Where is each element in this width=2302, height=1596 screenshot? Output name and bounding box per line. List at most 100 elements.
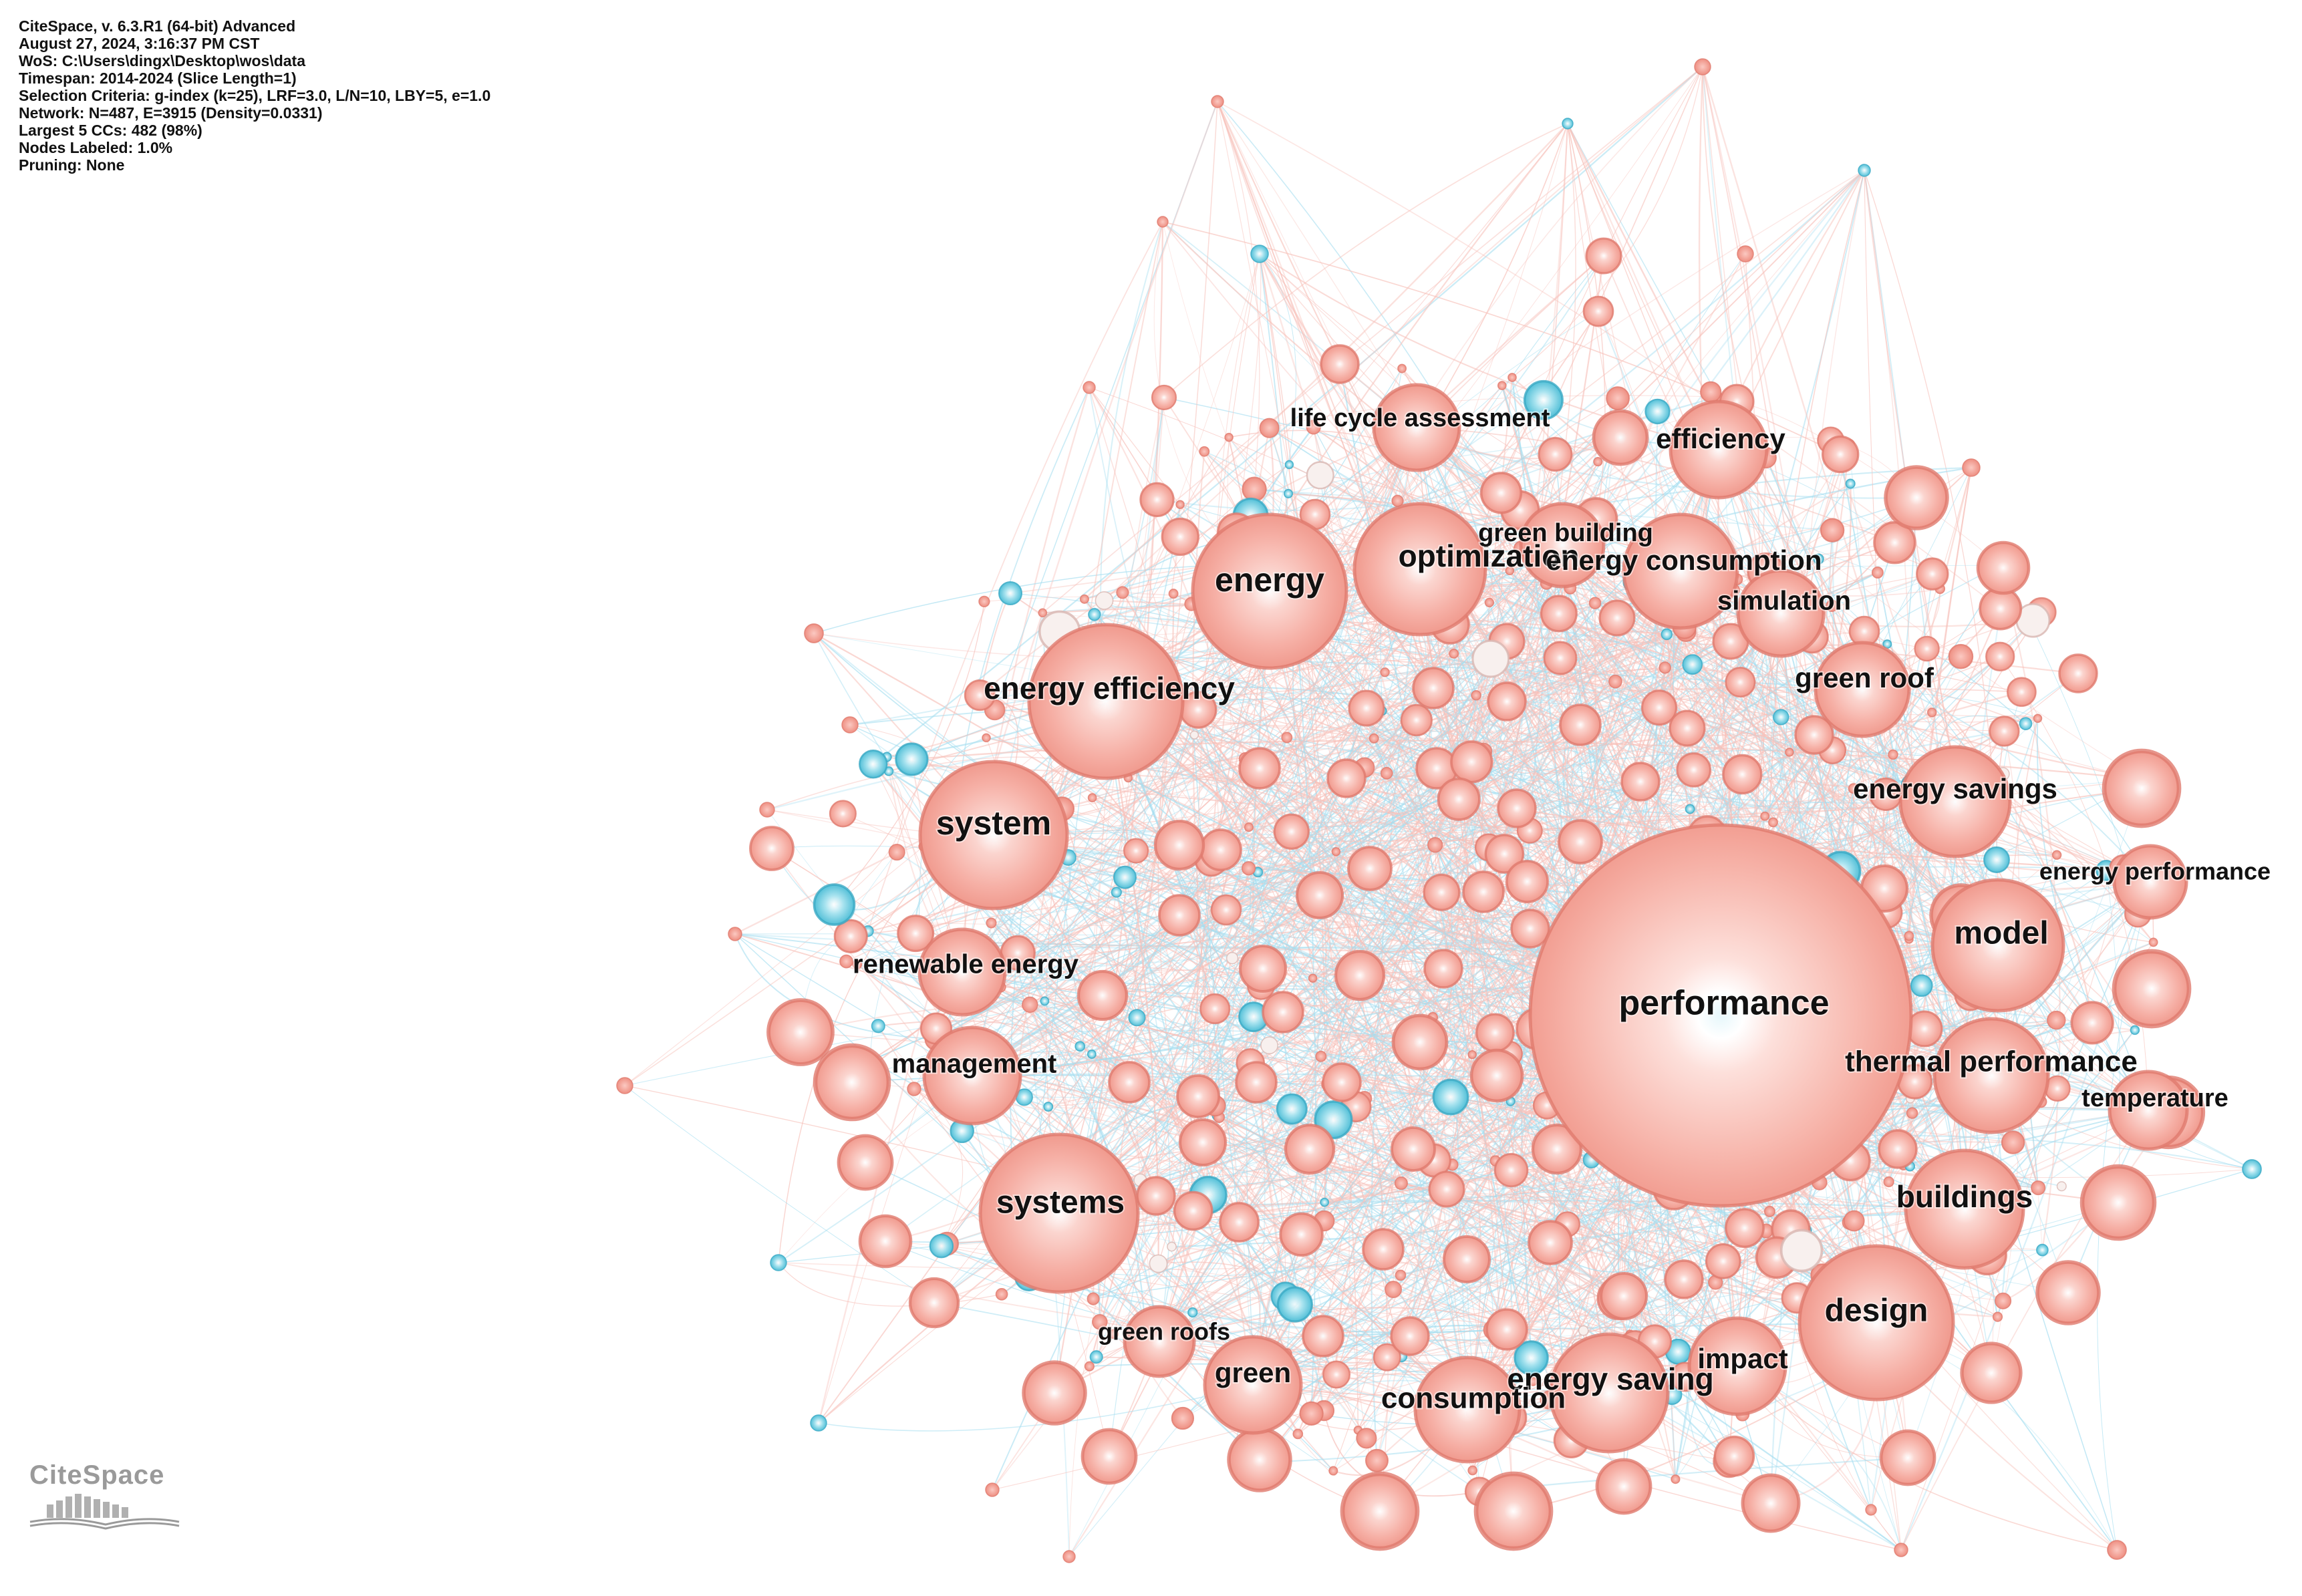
keyword-node[interactable] (1914, 635, 1940, 662)
keyword-node[interactable] (2079, 1164, 2157, 1241)
keyword-node[interactable] (1888, 749, 1898, 760)
keyword-node[interactable] (1385, 1281, 1403, 1299)
keyword-node[interactable] (1284, 1123, 1336, 1175)
keyword-node[interactable] (978, 595, 990, 608)
keyword-node[interactable] (1108, 1061, 1151, 1104)
keyword-node[interactable] (1598, 599, 1636, 637)
keyword-node-system[interactable] (918, 760, 1069, 911)
keyword-node[interactable] (1562, 118, 1574, 130)
keyword-node[interactable] (1538, 437, 1573, 472)
keyword-node[interactable] (1038, 608, 1048, 618)
keyword-node[interactable] (871, 1019, 885, 1033)
keyword-node[interactable] (728, 927, 742, 941)
keyword-node[interactable] (1380, 667, 1390, 677)
keyword-node[interactable] (1083, 381, 1096, 394)
keyword-node[interactable] (1391, 1013, 1449, 1071)
keyword-node[interactable] (1620, 762, 1661, 802)
keyword-node[interactable] (770, 1254, 787, 1271)
keyword-node[interactable] (1510, 909, 1550, 949)
keyword-node[interactable] (1173, 1190, 1213, 1231)
keyword-node[interactable] (1858, 164, 1871, 177)
keyword-node[interactable] (1322, 1062, 1362, 1102)
keyword-node[interactable] (1211, 95, 1224, 108)
keyword-node[interactable] (1279, 1212, 1324, 1257)
keyword-node-temperature[interactable] (2108, 1070, 2189, 1151)
keyword-node[interactable] (859, 750, 888, 779)
keyword-node[interactable] (1578, 1325, 1589, 1336)
keyword-node-energy[interactable] (1191, 512, 1348, 670)
keyword-node[interactable] (1043, 1102, 1054, 1112)
keyword-node[interactable] (1724, 1208, 1765, 1249)
keyword-node[interactable] (1588, 597, 1602, 609)
keyword-node[interactable] (1412, 667, 1455, 709)
keyword-node[interactable] (1340, 1471, 1420, 1551)
keyword-node[interactable] (759, 802, 775, 818)
keyword-node[interactable] (1062, 1550, 1076, 1563)
keyword-node[interactable] (1462, 870, 1505, 913)
keyword-node[interactable] (1334, 949, 1386, 1001)
keyword-node[interactable] (1725, 667, 1756, 698)
keyword-node[interactable] (1348, 689, 1385, 727)
keyword-node[interactable] (1879, 1429, 1936, 1486)
keyword-node[interactable] (1467, 1050, 1477, 1060)
keyword-node[interactable] (1149, 1254, 1168, 1273)
keyword-node[interactable] (1976, 540, 2031, 595)
keyword-node[interactable] (908, 1277, 960, 1329)
keyword-node[interactable] (837, 1134, 894, 1191)
keyword-node[interactable] (1273, 813, 1310, 850)
keyword-node[interactable] (1356, 1428, 1377, 1449)
keyword-node[interactable] (1820, 518, 1845, 542)
keyword-node[interactable] (1235, 1061, 1278, 1104)
keyword-node[interactable] (1391, 1126, 1436, 1172)
keyword-node-energy-saving[interactable] (1548, 1332, 1670, 1454)
keyword-node[interactable] (2148, 937, 2158, 947)
keyword-node[interactable] (1199, 446, 1210, 457)
keyword-node[interactable] (1671, 1474, 1681, 1484)
keyword-node[interactable] (1471, 639, 1510, 678)
keyword-node[interactable] (1722, 754, 1763, 795)
keyword-node[interactable] (2019, 717, 2033, 731)
keyword-node[interactable] (1292, 1428, 1304, 1440)
keyword-node[interactable] (1395, 1269, 1407, 1281)
keyword-node[interactable] (766, 998, 835, 1066)
keyword-node[interactable] (964, 679, 996, 711)
keyword-node[interactable] (1884, 465, 1949, 530)
keyword-node[interactable] (813, 1043, 891, 1122)
keyword-node[interactable] (1873, 520, 1916, 565)
keyword-node[interactable] (1397, 363, 1407, 373)
keyword-node[interactable] (1558, 819, 1603, 864)
keyword-node[interactable] (1437, 777, 1481, 821)
keyword-node[interactable] (2056, 1181, 2067, 1192)
keyword-node-optimization[interactable] (1352, 502, 1487, 637)
keyword-node[interactable] (1983, 846, 2010, 873)
keyword-node[interactable] (1262, 991, 1304, 1033)
keyword-node[interactable] (1136, 1176, 1176, 1216)
keyword-node[interactable] (1469, 1048, 1524, 1103)
keyword-node[interactable] (1960, 1341, 2023, 1404)
keyword-node[interactable] (1505, 566, 1515, 576)
keyword-node[interactable] (1585, 237, 1622, 275)
keyword-node[interactable] (1151, 384, 1177, 411)
keyword-node[interactable] (1210, 894, 1242, 926)
keyword-node[interactable] (1390, 1316, 1430, 1356)
keyword-node[interactable] (1176, 1074, 1221, 1118)
keyword-node-green-roof[interactable] (1814, 641, 1911, 738)
keyword-node[interactable] (1242, 476, 1267, 502)
keyword-node[interactable] (1189, 730, 1199, 740)
keyword-node[interactable] (2051, 850, 2062, 860)
keyword-node[interactable] (839, 954, 853, 969)
keyword-node[interactable] (1779, 1229, 1824, 1273)
keyword-node[interactable] (813, 883, 856, 926)
keyword-node[interactable] (2107, 1540, 2127, 1560)
keyword-node[interactable] (2007, 677, 2037, 707)
keyword-node[interactable] (1306, 420, 1321, 435)
keyword-node[interactable] (1606, 386, 1630, 410)
keyword-node[interactable] (1768, 817, 1778, 828)
keyword-node[interactable] (1592, 409, 1649, 466)
keyword-node[interactable] (1644, 398, 1671, 425)
keyword-node[interactable] (1528, 1376, 1538, 1386)
keyword-node[interactable] (897, 915, 935, 953)
keyword-node[interactable] (1219, 1202, 1260, 1243)
keyword-node[interactable] (1087, 1050, 1097, 1059)
keyword-node[interactable] (1199, 828, 1242, 872)
